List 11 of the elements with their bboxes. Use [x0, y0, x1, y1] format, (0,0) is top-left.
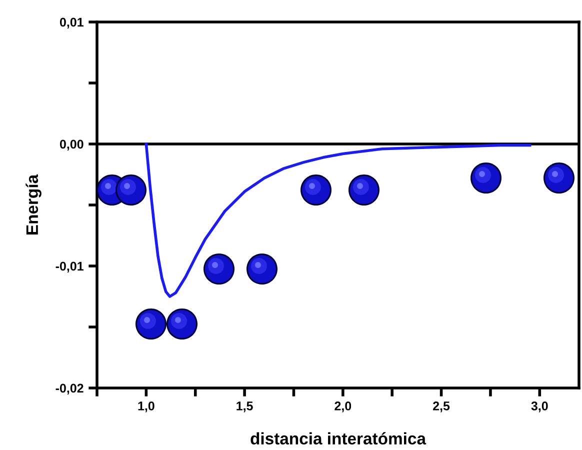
y-axis-title: Energía — [26, 174, 42, 234]
y-tick-label: 0,00 — [60, 140, 84, 150]
x-tick-label: 2,0 — [334, 402, 352, 412]
x-tick-label: 3,0 — [531, 402, 548, 412]
x-tick-label: 1,0 — [138, 402, 154, 412]
y-tick-label: -0,02 — [56, 384, 84, 394]
y-tick-label: -0,01 — [56, 262, 84, 272]
y-tick-label: 0,01 — [60, 18, 84, 28]
x-tick-label: 2,5 — [433, 402, 450, 412]
x-axis-title: distancia interatómica — [250, 432, 426, 445]
x-tick-label: 1,5 — [236, 402, 253, 412]
